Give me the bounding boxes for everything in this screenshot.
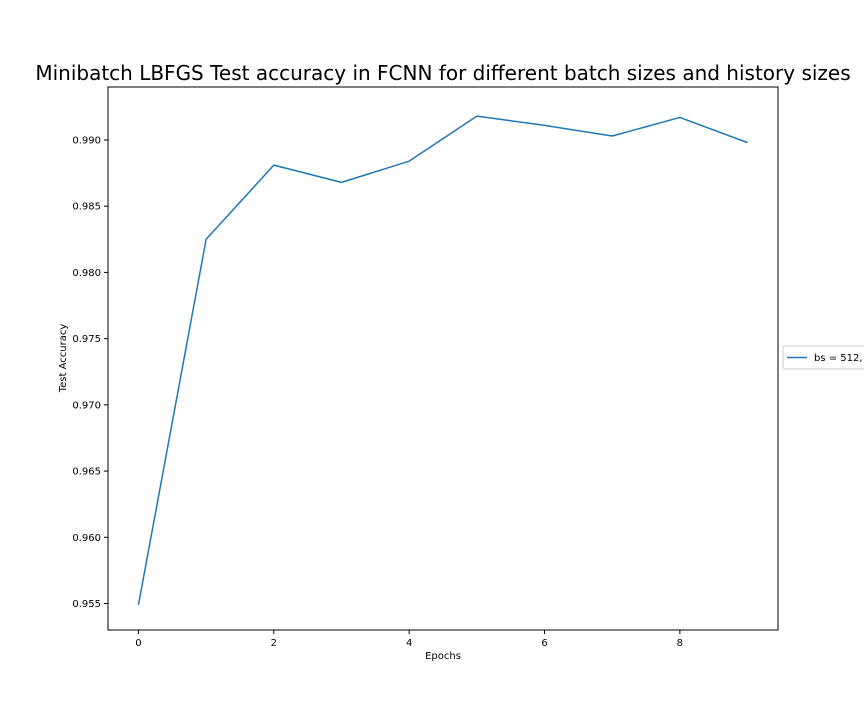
y-tick-label: 0.985 [72, 202, 101, 213]
y-tick-label: 0.990 [72, 135, 101, 146]
y-tick-label: 0.970 [72, 400, 101, 411]
x-tick-label: 8 [677, 638, 683, 649]
x-tick-label: 6 [541, 638, 547, 649]
x-tick-label: 0 [135, 638, 141, 649]
y-tick-label: 0.960 [72, 533, 101, 544]
legend: bs = 512, [782, 345, 864, 370]
series-line-0 [137, 115, 748, 605]
x-axis-label: Epochs [425, 651, 461, 662]
axes-frame [107, 86, 779, 631]
x-tick-label: 2 [271, 638, 277, 649]
legend-label: bs = 512, [814, 353, 863, 364]
x-tick-label: 4 [406, 638, 412, 649]
axes: 0 2 4 6 8 0.955 0.960 0.965 0.970 0.975 0.980 0.985… [72, 86, 779, 649]
y-tick-label: 0.965 [72, 467, 101, 478]
legend-box [782, 345, 864, 370]
y-tick-label: 0.980 [72, 268, 101, 279]
y-tick-label: 0.975 [72, 334, 101, 345]
chart-title: Minibatch LBFGS Test accuracy in FCNN fo… [35, 61, 850, 85]
plot-area [137, 115, 748, 605]
y-tick-label: 0.955 [72, 599, 101, 610]
y-axis-label: Test Accuracy [58, 324, 69, 394]
